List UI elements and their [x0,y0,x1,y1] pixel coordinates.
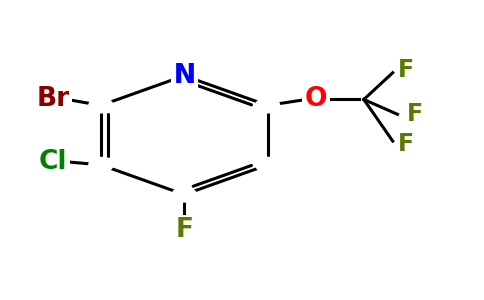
Text: F: F [175,217,193,243]
Circle shape [256,158,280,172]
Text: N: N [173,63,195,89]
Text: F: F [407,102,424,126]
Text: Cl: Cl [39,149,67,175]
Circle shape [172,187,197,202]
Text: F: F [397,132,414,156]
Circle shape [89,158,113,172]
Text: O: O [304,86,327,112]
Circle shape [172,68,197,83]
Circle shape [256,98,280,113]
Text: N: N [173,63,195,89]
Text: Br: Br [36,86,69,112]
Circle shape [89,98,113,113]
Text: F: F [397,58,414,82]
